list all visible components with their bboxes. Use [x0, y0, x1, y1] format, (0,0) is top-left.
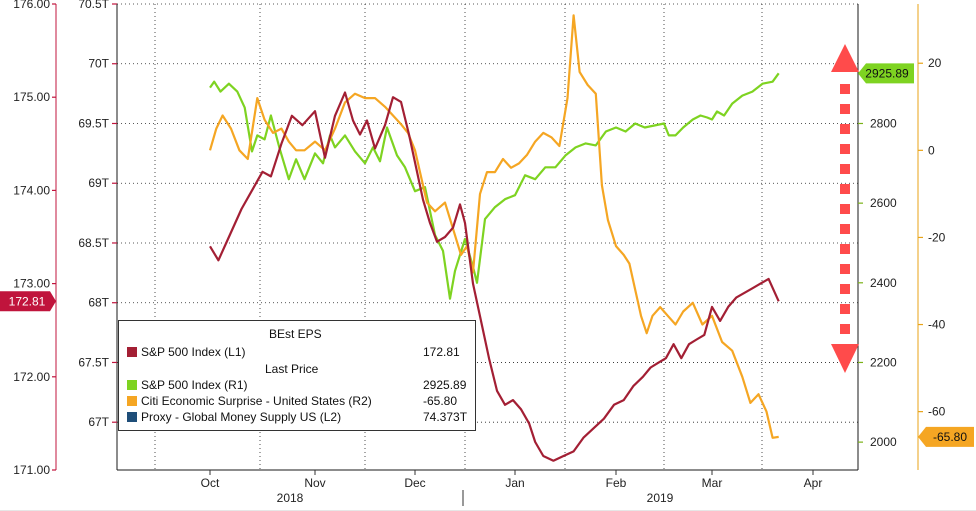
- sp500-value-tag: [858, 63, 914, 84]
- x-year-label: 2018: [277, 491, 304, 505]
- sp500-value-label: 2925.89: [865, 66, 909, 80]
- sp500-tick-label: 2600: [870, 196, 897, 210]
- surprise-tick-label: -20: [928, 230, 946, 244]
- arrow-dash: [840, 184, 850, 194]
- sp500-tick-label: 2000: [870, 435, 897, 449]
- money-tick-label: 69.5T: [78, 116, 109, 130]
- x-tick-label: Oct: [201, 476, 220, 490]
- eps-value-tag: [0, 291, 56, 312]
- legend-item-name: S&P 500 Index (R1): [141, 378, 248, 392]
- legend-item-value: 172.81: [423, 345, 460, 359]
- arrow-dash: [840, 324, 850, 334]
- sp500-tick-label: 2400: [870, 276, 897, 290]
- x-tick-label: Mar: [702, 476, 723, 490]
- arrow-dash: [840, 204, 850, 214]
- x-tick-label: Apr: [804, 476, 823, 490]
- money-tick-label: 70.5T: [78, 0, 109, 11]
- eps-tick-label: 172.00: [13, 370, 50, 384]
- eps-tick-label: 175.00: [13, 90, 50, 104]
- sp500-tick-label: 2800: [870, 116, 897, 130]
- money-tick-label: 68.5T: [78, 236, 109, 250]
- arrow-dash: [840, 244, 850, 254]
- surprise-tick-label: 20: [928, 56, 942, 70]
- series-lines: [208, 14, 780, 462]
- eps-tick-label: 171.00: [13, 463, 50, 477]
- money-tick-label: 67.5T: [78, 355, 109, 369]
- x-tick-label: Dec: [404, 476, 425, 490]
- money-tick-label: 70T: [88, 57, 109, 71]
- arrow-dash: [840, 124, 850, 134]
- legend-swatch: [127, 380, 137, 390]
- arrow-dash: [840, 284, 850, 294]
- money-tick-label: 67T: [88, 415, 109, 429]
- surprise-tick-label: 0: [928, 143, 935, 157]
- series-line: [209, 72, 780, 300]
- series-line: [209, 91, 780, 462]
- legend-header-eps: BEst EPS: [269, 327, 322, 341]
- money-tick-label: 69T: [88, 176, 109, 190]
- legend-item-name: Proxy - Global Money Supply US (L2): [141, 410, 342, 424]
- eps-value-label: 172.81: [9, 294, 46, 308]
- legend-item-value: 2925.89: [423, 378, 467, 392]
- x-tick-label: Feb: [606, 476, 627, 490]
- arrow-dash: [840, 224, 850, 234]
- eps-tick-label: 173.00: [13, 277, 50, 291]
- value-tags: 172.81 2925.89 -65.80: [0, 63, 974, 447]
- eps-tick-label: 174.00: [13, 183, 50, 197]
- x-year-label: 2019: [647, 491, 674, 505]
- legend-item: Citi Economic Surprise - United States (…: [127, 394, 469, 409]
- legend-item: S&P 500 Index (R1) 2925.89: [127, 378, 469, 393]
- legend-swatch: [127, 396, 137, 406]
- arrow-dash: [840, 144, 850, 154]
- arrow-dash: [840, 104, 850, 114]
- legend-item: S&P 500 Index (L1) 172.81: [127, 345, 469, 360]
- legend-swatch: [127, 347, 137, 357]
- x-tick-label: Nov: [304, 476, 325, 490]
- series-line: [208, 14, 779, 439]
- arrow-dash: [840, 84, 850, 94]
- surprise-tick-label: -40: [928, 318, 946, 332]
- legend-header-price: Last Price: [265, 362, 319, 376]
- eps-tick-label: 176.00: [13, 0, 50, 11]
- legend-item-value: -65.80: [423, 394, 458, 408]
- arrow-dash: [840, 264, 850, 274]
- surprise-tick-label: -60: [928, 405, 946, 419]
- arrow-head-up: [831, 44, 859, 72]
- x-tick-label: Jan: [505, 476, 524, 490]
- trend-arrow: [831, 44, 859, 373]
- arrow-head-down: [831, 344, 859, 373]
- surprise-value-label: -65.80: [933, 430, 967, 444]
- arrow-dash: [840, 304, 850, 314]
- legend-item-value: 74.373T: [423, 410, 468, 424]
- legend-item-name: Citi Economic Surprise - United States (…: [141, 394, 372, 408]
- legend-swatch: [127, 412, 137, 422]
- legend-item-name: S&P 500 Index (L1): [141, 345, 246, 359]
- sp500-tick-label: 2200: [870, 355, 897, 369]
- legend-item: Proxy - Global Money Supply US (L2) 74.3…: [127, 410, 469, 425]
- arrow-dash: [840, 164, 850, 174]
- legend: BEst EPS S&P 500 Index (L1) 172.81 Last …: [118, 320, 476, 431]
- surprise-value-tag: [918, 426, 974, 447]
- money-tick-label: 68T: [88, 296, 109, 310]
